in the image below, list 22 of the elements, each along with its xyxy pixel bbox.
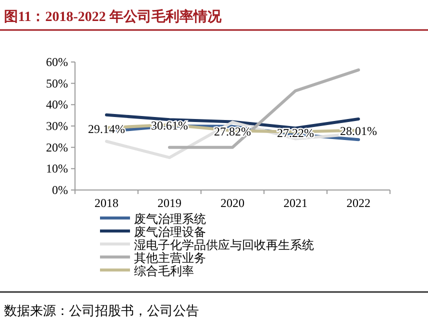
- y-tick-label: 50%: [46, 76, 68, 90]
- x-tick-label: 2021: [284, 196, 308, 210]
- data-label: 27.82%: [214, 124, 251, 139]
- y-tick-label: 20%: [46, 140, 68, 154]
- x-tick-label: 2018: [94, 196, 118, 210]
- legend-label: 湿电子化学品供应与回收再生系统: [134, 238, 314, 252]
- data-label: 28.01%: [340, 124, 377, 138]
- legend-label: 废气治理系统: [134, 212, 206, 226]
- y-tick-label: 40%: [46, 98, 68, 112]
- legend-label: 其他主营业务: [134, 251, 206, 265]
- source-note: 数据来源：公司招股书，公司公告: [4, 304, 199, 319]
- title: 图11：2018-2022 年公司毛利率情况: [4, 10, 222, 25]
- legend-label: 废气治理设备: [134, 225, 206, 239]
- y-tick-label: 30%: [46, 119, 68, 133]
- y-tick-label: 0%: [52, 183, 68, 197]
- y-tick-label: 60%: [46, 55, 68, 69]
- x-tick-label: 2019: [158, 196, 182, 210]
- legend-label: 综合毛利率: [134, 264, 194, 278]
- data-label: 29.14%: [88, 122, 125, 136]
- y-tick-label: 10%: [46, 162, 68, 176]
- x-tick-label: 2022: [346, 196, 370, 210]
- x-tick-label: 2020: [220, 196, 244, 210]
